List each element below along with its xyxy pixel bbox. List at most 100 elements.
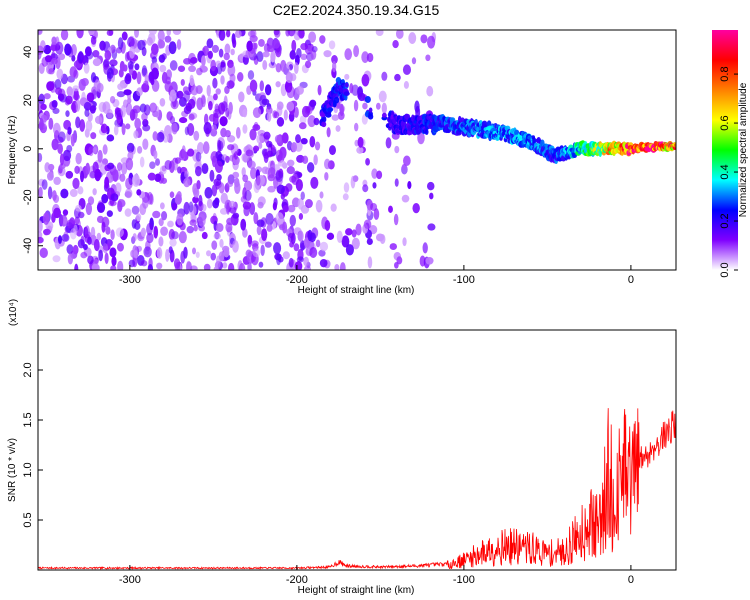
spectrogram-cell (48, 68, 55, 75)
spectrogram-cell (429, 192, 434, 200)
spectrogram-cell (412, 202, 420, 214)
spectrogram-cell (187, 98, 196, 109)
spectrogram-cell (420, 34, 428, 44)
spectrogram-cell (219, 238, 224, 248)
spectrogram-cell (256, 219, 265, 228)
spectrogram-cell (51, 36, 57, 45)
spectrogram-cell (53, 176, 61, 186)
spectrogram-cell (69, 228, 77, 240)
spectrogram-cell (141, 65, 147, 77)
spectrogram-cell (220, 75, 225, 85)
spectrogram-cell (213, 178, 222, 186)
spectrogram-cell (77, 211, 85, 219)
spectrogram-cell (408, 32, 417, 44)
spectrogram-cell (324, 172, 329, 181)
spectrogram-cell (334, 263, 340, 270)
spectrogram-cell (385, 137, 392, 149)
spectrogram-cell (203, 121, 212, 135)
spectrogram-cell (276, 101, 284, 110)
spectrogram-cell (67, 253, 74, 265)
spectrogram-cell (47, 186, 53, 200)
spectrogram-cell (242, 201, 252, 210)
spectrogram-cell (215, 150, 222, 160)
spectrogram-cell (343, 182, 350, 193)
spectrogram-cell (137, 145, 143, 154)
spectrogram-cell (124, 188, 133, 199)
spectrogram-cell (198, 194, 203, 207)
spectrogram-cell (243, 180, 253, 191)
spectrogram-cell (140, 260, 148, 267)
spectrogram-cell (255, 175, 261, 186)
spectrogram-cell (244, 190, 252, 202)
spectrogram-cell (394, 73, 401, 82)
spectrogram-cell (196, 67, 203, 76)
spectrogram-cell (171, 202, 178, 211)
spectrogram-cell (178, 231, 187, 244)
spectrogram-cell (264, 241, 272, 248)
spectrogram-cell (313, 154, 318, 166)
spectrogram-cell (361, 51, 369, 63)
spectrogram-cell (324, 220, 331, 232)
spectrogram-cell (57, 131, 66, 143)
spectrogram-cell (314, 141, 321, 151)
spectrogram-cell (38, 231, 43, 239)
spectrogram-cell (96, 232, 102, 241)
spectrogram-cell (101, 193, 109, 204)
spectrogram-cell (355, 223, 362, 236)
spectrogram-cell (162, 132, 169, 143)
spectrogram-cell (38, 50, 42, 60)
spectrogram-cell (51, 138, 59, 151)
spectrogram-cell (125, 102, 133, 116)
spectrogram-cell (169, 89, 177, 102)
spectrogram-cell (140, 227, 146, 237)
spectrogram-cell (367, 256, 373, 269)
spectrogram-cell (75, 116, 81, 129)
spectrogram-cell (361, 74, 370, 87)
spectrogram-cell (149, 161, 156, 170)
spectrogram-cell (394, 261, 399, 269)
spectrogram-cell (286, 140, 293, 151)
spectrogram-cell (260, 244, 265, 257)
spectrogram-cell (218, 48, 224, 58)
spectrogram-cell (55, 41, 64, 55)
spectrogram-cell (349, 83, 354, 94)
spectrogram-cell (215, 223, 224, 233)
spectrogram-cell (411, 57, 417, 65)
spectrogram-cell (154, 173, 162, 183)
spectrogram-cell (315, 199, 323, 213)
spectrogram-cell (143, 80, 149, 89)
spectrogram-cell (275, 63, 282, 73)
spectrogram-cell (422, 242, 428, 254)
spectrogram-cell (115, 182, 122, 194)
spectrogram-cell (102, 144, 108, 155)
spectrogram-cell (375, 102, 381, 110)
spectrogram-cell (224, 43, 231, 55)
spectrogram-cell (97, 149, 103, 163)
spectrogram-cell (195, 151, 202, 162)
spectrogram-cell (65, 170, 74, 179)
spectrogram-cell (195, 85, 203, 95)
spectrogram-cell (93, 238, 100, 252)
spectrogram-cell (232, 38, 237, 49)
spectrogram-cell (297, 172, 302, 179)
spectrogram-cell (80, 170, 85, 183)
spectrogram-cell (119, 173, 126, 182)
spectrogram-cell (72, 177, 80, 190)
spectrogram-cell (234, 30, 242, 39)
spectrogram-cell (96, 82, 104, 93)
spectrogram-cell (218, 182, 225, 194)
spectrogram-cell (183, 177, 191, 188)
spectrogram-cell (106, 162, 115, 170)
spectrogram-cell (298, 30, 305, 39)
spectrogram-cell (90, 35, 97, 45)
spectrogram-cell (367, 113, 374, 120)
spectrogram-cell (232, 240, 239, 253)
spectrogram-cell (362, 184, 369, 193)
spectrogram-cell (213, 93, 218, 101)
spectrogram-cell (245, 49, 251, 59)
spectrogram-cell (62, 149, 72, 162)
spectrogram-cell (280, 193, 286, 200)
spectrogram-cell (307, 229, 313, 242)
spectrogram-cell (105, 226, 111, 235)
spectrogram-cell (339, 262, 346, 270)
